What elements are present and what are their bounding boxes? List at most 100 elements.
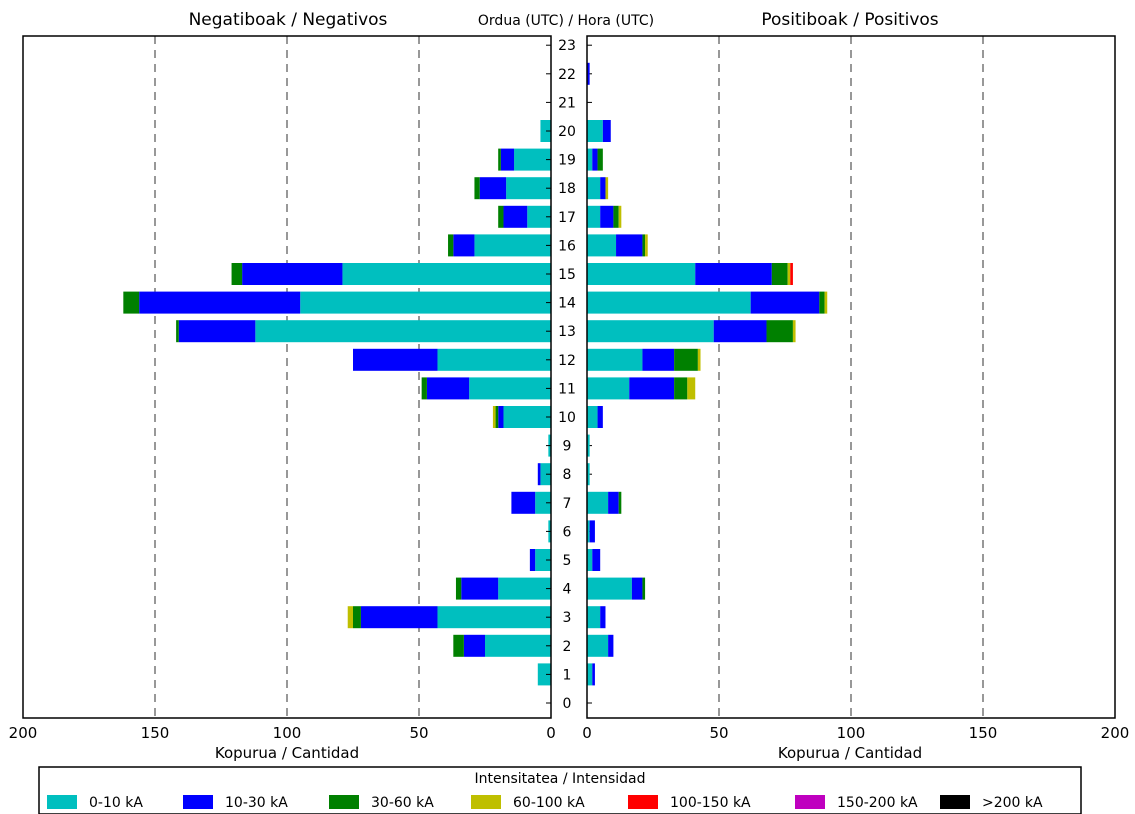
right-panel-frame (586, 35, 1116, 719)
neg-bar-segment (498, 205, 504, 228)
pos-bar-segment (790, 263, 793, 285)
left-panel-bars (123, 120, 551, 686)
pos-bar-segment (587, 520, 590, 543)
legend-label: 60-100 kA (513, 795, 585, 811)
hour-label: 10 (558, 410, 576, 426)
pos-bar-segment (613, 205, 619, 228)
pos-bar-segment (602, 120, 611, 142)
right-panel-x-ticks: 0 50 100 150 200 (582, 724, 1129, 742)
neg-bar-segment (469, 377, 551, 400)
neg-bar-segment (421, 377, 427, 400)
pos-bar-segment (592, 549, 601, 571)
pos-bar-segment (687, 377, 696, 400)
hour-label: 11 (558, 381, 576, 397)
pos-x-tick-label: 100 (837, 724, 866, 742)
pos-bar-segment (616, 234, 643, 257)
legend-label: 0-10 kA (89, 795, 143, 811)
pos-bar-segment (600, 177, 606, 200)
legend-label: 30-60 kA (371, 795, 434, 811)
pos-x-tick-label: 0 (582, 724, 592, 742)
pos-bar-segment (608, 491, 619, 514)
pos-bar-segment (587, 606, 601, 629)
pos-bar-segment (587, 491, 609, 514)
pos-bar-segment (587, 406, 598, 428)
neg-bar-segment (353, 606, 361, 629)
neg-bar-segment (503, 205, 528, 228)
hour-label: 21 (558, 95, 576, 111)
pos-bar-segment (587, 320, 714, 343)
pos-bar-segment (631, 577, 643, 600)
hour-label: 12 (558, 353, 576, 369)
hour-label: 9 (563, 439, 572, 455)
neg-bar-segment (347, 606, 353, 629)
pos-bar-segment (587, 549, 593, 571)
neg-bar-segment (498, 577, 551, 600)
neg-bar-segment (537, 663, 551, 686)
pos-bar-segment (587, 434, 590, 457)
neg-x-tick-label: 0 (546, 724, 556, 742)
pos-bar-segment (629, 377, 675, 400)
pos-bar-segment (587, 663, 593, 686)
legend-swatch (183, 795, 213, 809)
right-panel-title: Positiboak / Positivos (761, 10, 938, 30)
pos-bar-segment (597, 148, 603, 171)
pos-bar-segment (642, 577, 646, 600)
hour-label: 16 (558, 238, 576, 254)
right-panel-positive: 0 50 100 150 200 (582, 35, 1129, 742)
neg-bar-segment (498, 148, 501, 171)
neg-bar-segment (474, 234, 551, 257)
pos-bar-segment (600, 606, 606, 629)
neg-bar-segment (537, 463, 541, 486)
neg-bar-segment (514, 148, 551, 171)
pos-bar-segment (605, 177, 609, 200)
pos-bar-segment (587, 205, 601, 228)
neg-bar-segment (535, 549, 551, 571)
pos-bar-segment (597, 406, 603, 428)
pos-bar-segment (618, 205, 622, 228)
neg-bar-segment (461, 577, 499, 600)
hour-label: 19 (558, 153, 576, 169)
neg-bar-segment (506, 177, 551, 200)
pos-bar-segment (587, 291, 751, 314)
pos-bar-segment (587, 463, 590, 486)
neg-bar-segment (242, 263, 343, 285)
hour-label: 15 (558, 267, 576, 283)
legend-title: Intensitatea / Intensidad (474, 771, 645, 787)
neg-bar-segment (426, 377, 470, 400)
hour-label: 7 (563, 496, 572, 512)
neg-bar-segment (540, 463, 551, 486)
neg-bar-segment (176, 320, 179, 343)
left-panel-negative: 0 50 100 150 200 (9, 35, 556, 742)
pos-bar-segment (787, 263, 791, 285)
left-x-axis-label: Kopurua / Cantidad (215, 744, 359, 762)
neg-bar-segment (448, 234, 454, 257)
hour-label: 6 (563, 524, 572, 540)
right-panel-bars (587, 62, 828, 686)
pos-bar-segment (618, 491, 622, 514)
pos-bar-segment (587, 120, 603, 142)
pos-bar-segment (824, 291, 828, 314)
hour-label: 1 (563, 667, 572, 683)
pos-bar-segment (600, 205, 614, 228)
pos-bar-segment (642, 348, 675, 371)
neg-bar-segment (437, 348, 551, 371)
pos-bar-segment (587, 234, 617, 257)
neg-bar-segment (511, 491, 536, 514)
neg-bar-segment (527, 205, 551, 228)
hour-label: 17 (558, 210, 576, 226)
pos-bar-segment (587, 62, 590, 85)
pos-bar-segment (592, 148, 598, 171)
legend-label: >200 kA (982, 795, 1043, 811)
pos-bar-segment (697, 348, 701, 371)
neg-bar-segment (498, 406, 504, 428)
legend: Intensitatea / Intensidad 0-10 kA 10-30 k… (38, 766, 1082, 814)
neg-bar-segment (535, 491, 551, 514)
neg-x-tick-label: 100 (273, 724, 302, 742)
legend-swatch (329, 795, 359, 809)
neg-bar-segment (529, 549, 536, 571)
pos-bar-segment (819, 291, 825, 314)
right-x-axis-label: Kopurua / Cantidad (778, 744, 922, 762)
neg-bar-segment (463, 634, 485, 657)
